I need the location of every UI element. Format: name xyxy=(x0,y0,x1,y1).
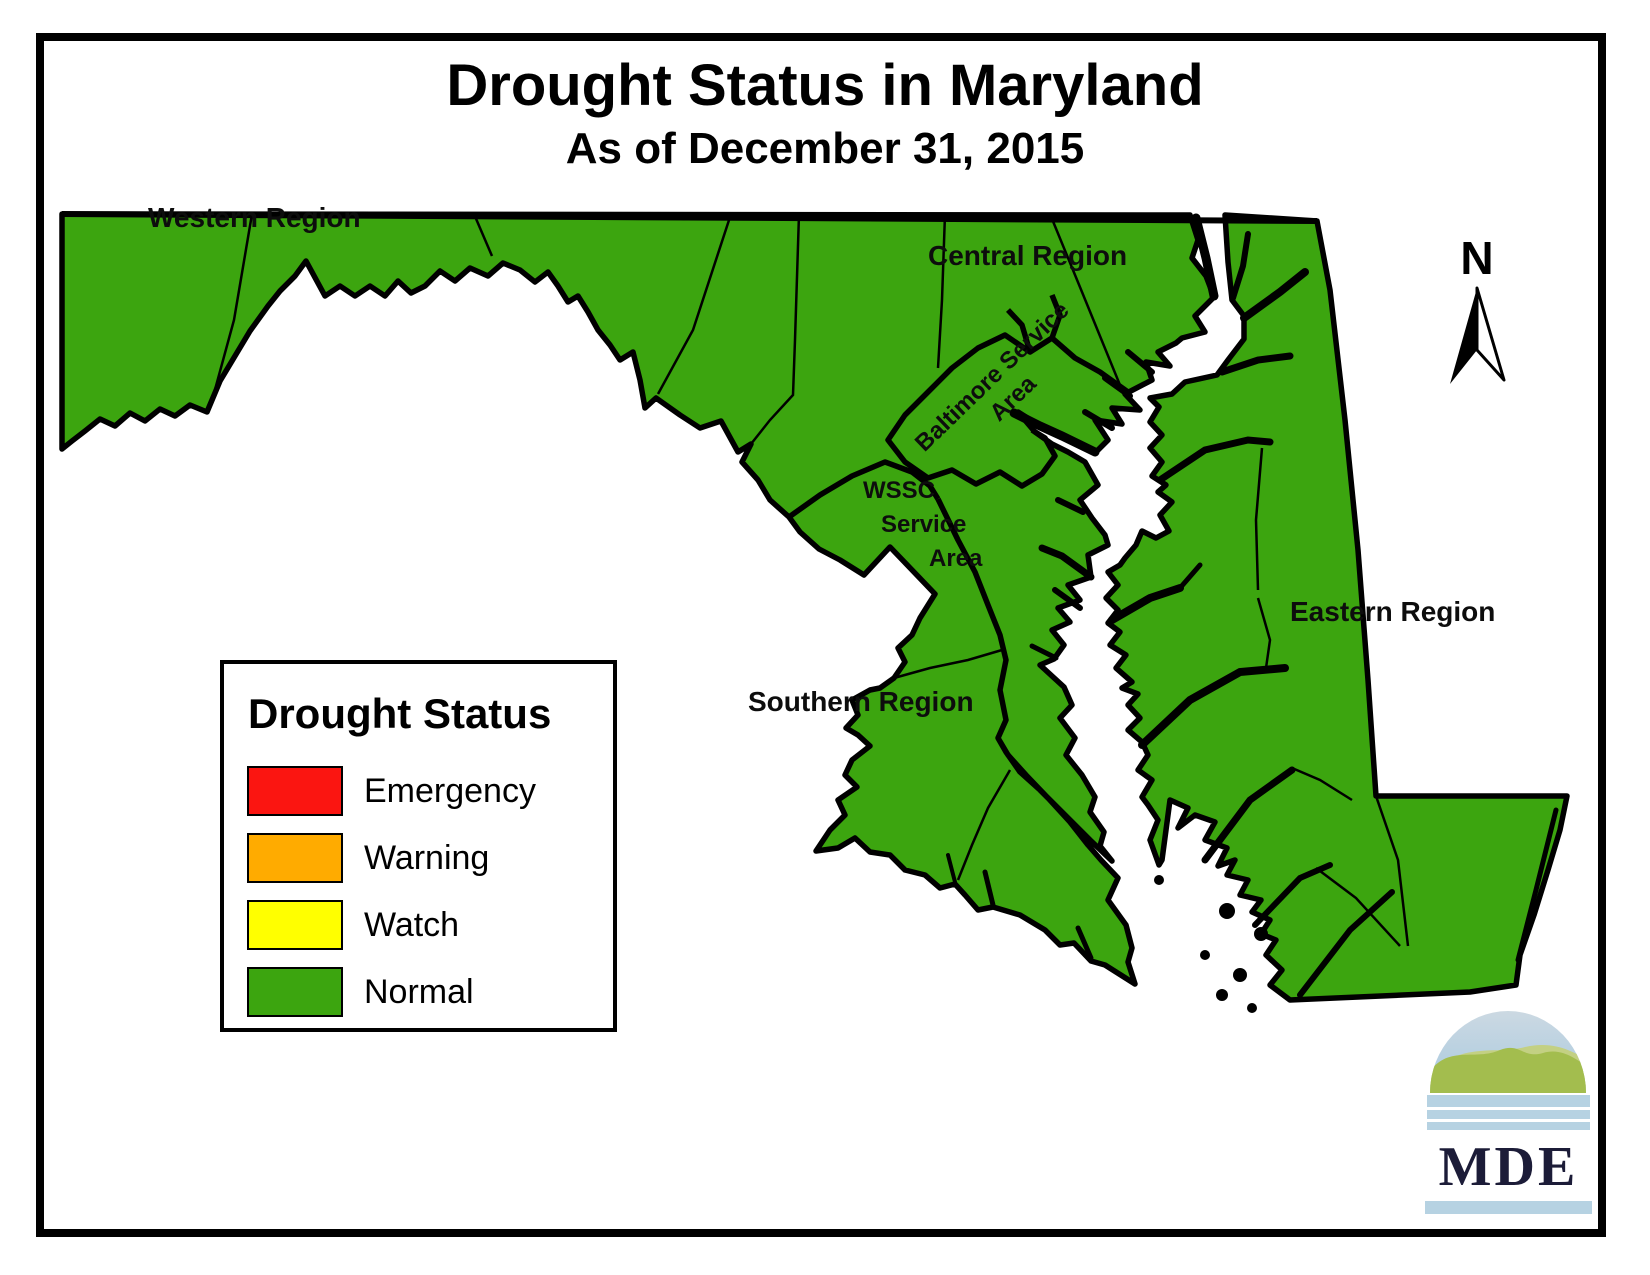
river-lines xyxy=(946,213,1559,998)
legend-row-watch: Watch xyxy=(224,900,613,950)
mde-logo-graphic xyxy=(1427,1011,1590,1130)
label-central-region: Central Region xyxy=(928,240,1128,271)
legend-label-normal: Normal xyxy=(364,973,474,1011)
pa-border-line xyxy=(61,211,1318,224)
label-western-region: Western Region xyxy=(148,202,361,233)
label-wssc-line2: Service xyxy=(881,511,967,538)
legend-swatch-emergency xyxy=(247,766,343,816)
mde-logo: MDE xyxy=(1425,1003,1592,1214)
page-subtitle: As of December 31, 2015 xyxy=(565,124,1085,173)
legend-label-watch: Watch xyxy=(364,906,460,944)
wssc-north-boundary xyxy=(787,459,941,520)
state-land-western-shore xyxy=(59,211,1217,987)
label-wssc-line3: Area xyxy=(929,545,983,572)
bay-islands xyxy=(1154,875,1268,1013)
north-arrow-label: N xyxy=(1460,232,1494,284)
label-southern-region: Southern Region xyxy=(748,686,974,717)
mde-logo-text: MDE xyxy=(1438,1136,1579,1198)
label-eastern-region: Eastern Region xyxy=(1290,596,1496,627)
map-frame-border xyxy=(36,33,1606,1237)
legend-label-emergency: Emergency xyxy=(364,772,536,810)
label-wssc-line1: WSSC xyxy=(863,477,935,504)
baltimore-service-area-boundary xyxy=(885,332,1130,489)
legend-box: Drought Status Emergency Warning Watch Norm… xyxy=(220,660,617,1032)
page-title: Drought Status in Maryland xyxy=(446,53,1204,118)
north-arrow: N xyxy=(1432,234,1522,399)
legend-row-emergency: Emergency xyxy=(224,766,613,816)
legend-swatch-normal xyxy=(247,967,343,1017)
state-land-eastern-shore xyxy=(1103,212,1570,1003)
patuxent-boundary xyxy=(935,497,1009,740)
mde-logo-bottom-stripe xyxy=(1425,1201,1592,1214)
county-lines xyxy=(208,213,1410,947)
legend-row-normal: Normal xyxy=(224,967,613,1017)
service-area-boundaries xyxy=(787,293,1130,740)
legend-swatch-warning xyxy=(247,833,343,883)
legend-title: Drought Status xyxy=(248,690,552,737)
legend-label-warning: Warning xyxy=(364,839,490,877)
label-wssc-service-area: WSSC Service Area xyxy=(845,474,982,576)
north-arrow-icon xyxy=(1450,286,1506,384)
legend-swatch-watch xyxy=(247,900,343,950)
legend-row-warning: Warning xyxy=(224,833,613,883)
